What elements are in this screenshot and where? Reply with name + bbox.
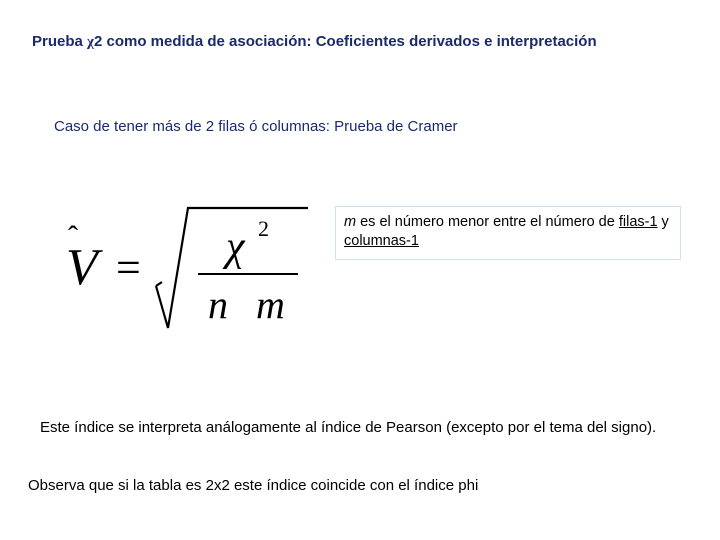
formula-equals: = xyxy=(116,243,141,292)
observation-paragraph: Observa que si la tabla es 2x2 este índi… xyxy=(28,476,688,496)
title-prefix: Prueba xyxy=(32,33,87,50)
interpretation-paragraph: Este índice se interpreta análogamente a… xyxy=(40,418,680,438)
note-text-1: es el número menor entre el número de xyxy=(356,214,619,230)
title-rest: 2 como medida de asociación: Coeficiente… xyxy=(94,33,597,50)
denominator-n: n xyxy=(208,282,228,327)
note-m-var: m xyxy=(344,214,356,230)
note-underline-filas: filas-1 xyxy=(619,214,658,230)
cramer-formula: V ˆ = χ 2 n m xyxy=(58,194,318,344)
slide-subtitle: Caso de tener más de 2 filas ó columnas:… xyxy=(54,118,654,135)
numerator-sup: 2 xyxy=(258,216,269,241)
chi-symbol-title: χ xyxy=(87,34,94,50)
m-definition-note: m es el número menor entre el número de … xyxy=(335,206,681,260)
formula-svg: V ˆ = χ 2 n m xyxy=(58,194,318,344)
slide-title: Prueba χ2 como medida de asociación: Coe… xyxy=(32,32,652,52)
formula-hat: ˆ xyxy=(68,220,78,253)
numerator-chi: χ xyxy=(222,224,246,270)
slide-container: Prueba χ2 como medida de asociación: Coe… xyxy=(0,0,720,540)
radical-tick xyxy=(156,282,162,286)
note-text-between: y xyxy=(658,214,669,230)
denominator-m: m xyxy=(256,282,285,327)
note-underline-columnas: columnas-1 xyxy=(344,233,419,249)
